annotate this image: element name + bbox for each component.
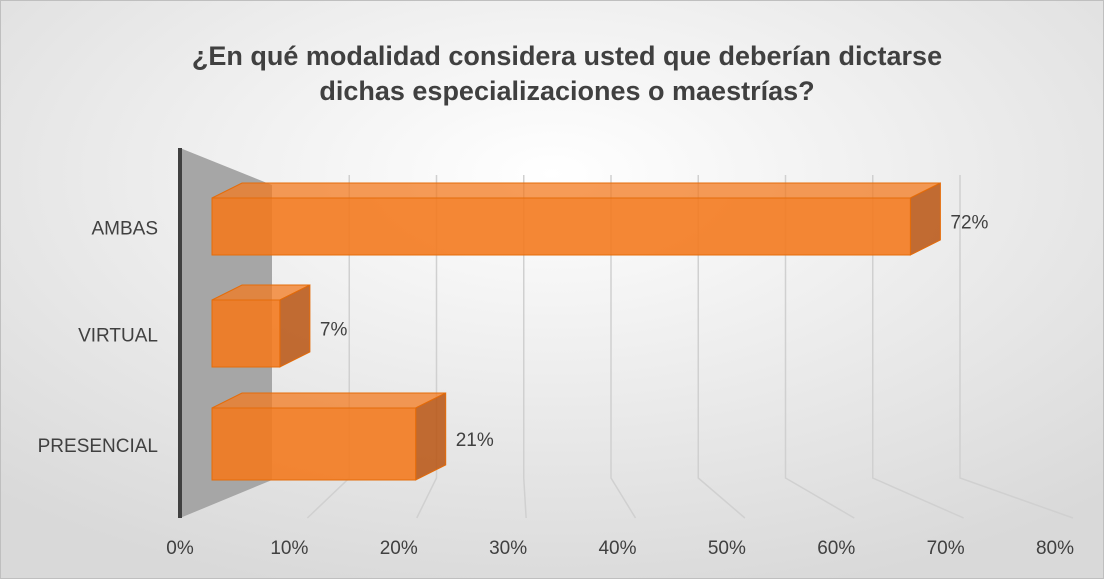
- bar-top: [211, 182, 941, 199]
- bar: [211, 284, 311, 368]
- x-tick-label: 80%: [1036, 538, 1074, 559]
- bar: [211, 392, 447, 481]
- bar-front: [211, 299, 281, 368]
- y-tick-label: VIRTUAL: [78, 326, 158, 347]
- grid-line: [697, 175, 746, 519]
- x-tick-label: 10%: [270, 538, 308, 559]
- x-tick-label: 30%: [489, 538, 527, 559]
- grid-line: [959, 175, 1074, 519]
- x-tick-label: 40%: [598, 538, 636, 559]
- chart-title: ¿En qué modalidad considera usted que de…: [192, 41, 942, 106]
- x-tick-label: 50%: [708, 538, 746, 559]
- data-label: 7%: [320, 320, 348, 341]
- x-tick-label: 60%: [817, 538, 855, 559]
- data-label: 21%: [456, 430, 494, 451]
- y-tick-label: PRESENCIAL: [38, 436, 158, 457]
- x-tick-label: 70%: [927, 538, 965, 559]
- bar-end: [279, 284, 311, 368]
- x-tick-label: 20%: [380, 538, 418, 559]
- bar-top: [211, 392, 446, 409]
- bar-end: [415, 392, 447, 481]
- grid-line: [416, 175, 438, 519]
- grid-line: [784, 175, 855, 519]
- bar: [211, 182, 941, 256]
- bar-front: [211, 407, 417, 481]
- grid-line: [523, 175, 527, 519]
- data-label: 72%: [950, 213, 988, 234]
- grid-line: [872, 175, 964, 519]
- y-tick-label: AMBAS: [91, 219, 158, 240]
- bar-front: [211, 197, 911, 256]
- grid-line: [610, 175, 637, 519]
- x-tick-label: 0%: [166, 538, 194, 559]
